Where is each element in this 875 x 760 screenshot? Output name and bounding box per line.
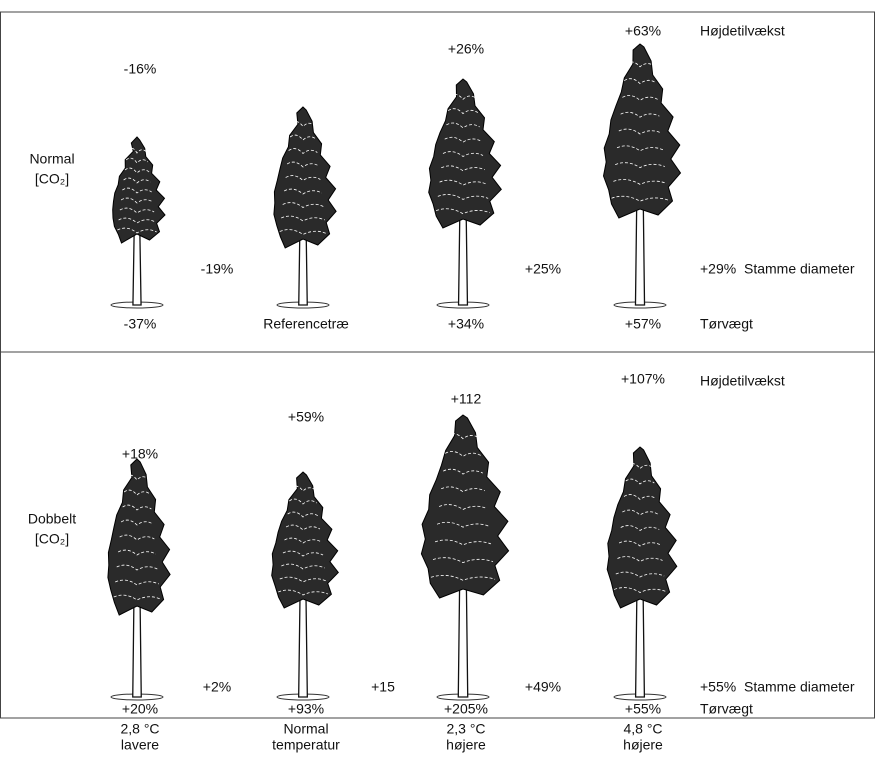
tree-crown [607, 447, 677, 608]
height-growth-label: -16% [124, 61, 157, 77]
row-label: Dobbelt [28, 511, 76, 527]
tree-crown [108, 459, 170, 615]
tree-crown [113, 137, 165, 243]
tree-crown [272, 472, 339, 608]
tree-crown [429, 79, 502, 228]
column-label: 4,8 °C [623, 721, 662, 737]
dry-weight-label: +57% [625, 316, 661, 332]
height-growth-label: +107% [621, 371, 665, 387]
dry-weight-label: +205% [444, 701, 488, 717]
dry-weight-label: +34% [448, 316, 484, 332]
column-label: Normal [283, 721, 328, 737]
height-growth-label: +26% [448, 41, 484, 57]
diameter-label: +29% [700, 261, 736, 277]
legend-diameter: Stamme diameter [744, 261, 855, 277]
diameter-label: +49% [525, 679, 561, 695]
height-growth-label: +112 [451, 391, 482, 407]
column-label: højere [623, 737, 663, 753]
diameter-label: +25% [525, 261, 561, 277]
dry-weight-label: Referencetræ [263, 316, 349, 332]
legend-diameter: Stamme diameter [744, 679, 855, 695]
dry-weight-label: +20% [122, 701, 158, 717]
tree-crown [274, 107, 336, 248]
legend-dry-weight: Tørvægt [700, 701, 753, 717]
dry-weight-label: -37% [124, 316, 157, 332]
tree [274, 107, 336, 308]
tree [421, 415, 508, 700]
row-label: [CO₂] [35, 171, 69, 187]
row-label: Normal [29, 151, 74, 167]
column-label: temperatur [272, 737, 340, 753]
diameter-label: +55% [700, 679, 736, 695]
column-label: lavere [121, 737, 159, 753]
height-growth-label: +18% [122, 446, 158, 462]
column-label: 2,8 °C [120, 721, 159, 737]
diameter-label: +2% [203, 679, 231, 695]
column-label: 2,3 °C [446, 721, 485, 737]
diameter-label: +15 [371, 679, 395, 695]
height-growth-label: +63% [625, 23, 661, 39]
tree [111, 137, 165, 308]
tree-crown [604, 44, 681, 218]
tree-crown [421, 415, 508, 598]
dry-weight-label: +93% [288, 701, 324, 717]
diameter-label: -19% [201, 261, 234, 277]
figure: Normal [CO₂] -16% -19% -37% Referencetræ +26% +… [0, 0, 875, 755]
tree [429, 79, 502, 308]
legend-height: Højdetilvækst [700, 23, 785, 39]
tree [108, 459, 170, 700]
legend-dry-weight: Tørvægt [700, 316, 753, 332]
tree [604, 44, 681, 308]
tree [607, 447, 677, 700]
dry-weight-label: +55% [625, 701, 661, 717]
tree [272, 472, 339, 700]
column-label: højere [446, 737, 486, 753]
height-growth-label: +59% [288, 409, 324, 425]
row-label: [CO₂] [35, 531, 69, 547]
legend-height: Højdetilvækst [700, 373, 785, 389]
